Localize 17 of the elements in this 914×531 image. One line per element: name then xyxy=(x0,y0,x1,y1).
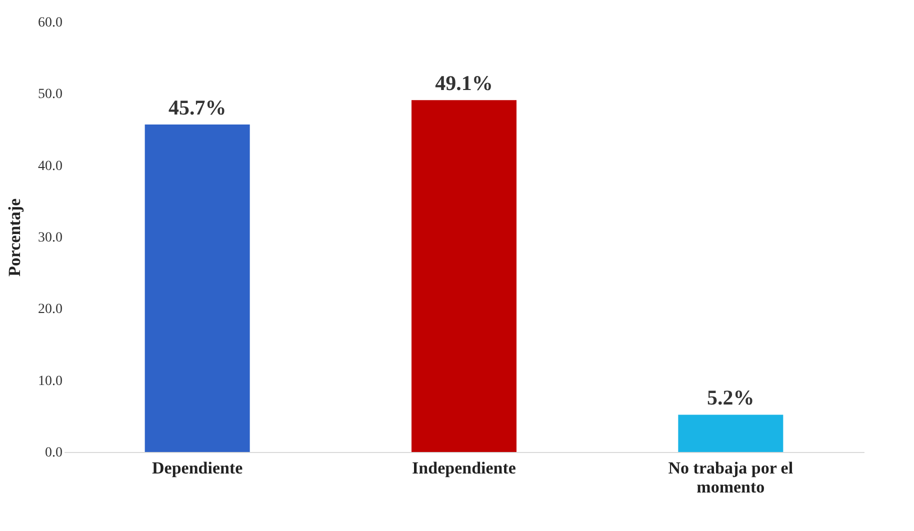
y-tick-label: 50.0 xyxy=(38,87,62,102)
x-tick-label: Independiente xyxy=(412,458,516,478)
y-tick-label: 10.0 xyxy=(38,374,62,389)
bar xyxy=(678,414,784,452)
data-label: 45.7% xyxy=(168,95,226,120)
bar xyxy=(412,100,516,452)
y-tick-label: 40.0 xyxy=(38,158,62,174)
bar xyxy=(144,124,250,452)
y-tick-label: 60.0 xyxy=(38,16,62,30)
x-tick-label: Dependiente xyxy=(152,458,244,478)
y-tick-label: 30.0 xyxy=(38,230,62,246)
y-tick-label: 20.0 xyxy=(38,302,62,318)
data-label: 5.2% xyxy=(707,386,754,410)
y-tick-label: 0.0 xyxy=(45,446,62,460)
y-axis-title: Porcentaje xyxy=(5,198,24,277)
data-label: 49.1% xyxy=(435,71,493,96)
x-tick-label: No trabaja por el momento xyxy=(668,458,794,496)
